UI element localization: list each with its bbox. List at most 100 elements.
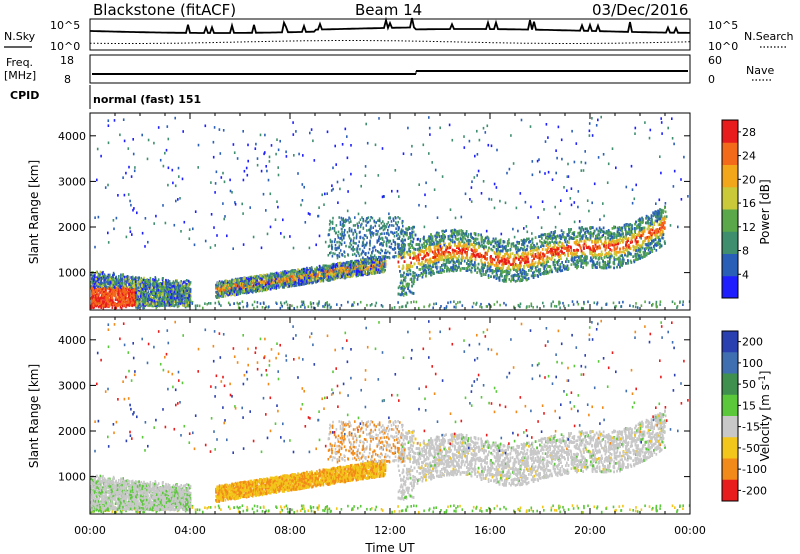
data-cell bbox=[136, 281, 139, 284]
data-cell bbox=[103, 287, 106, 291]
data-cell bbox=[138, 282, 140, 285]
data-cell bbox=[179, 297, 182, 300]
data-cell bbox=[102, 270, 104, 274]
data-cell bbox=[220, 283, 223, 287]
data-cell bbox=[293, 276, 296, 280]
data-cell bbox=[112, 293, 115, 297]
data-cell bbox=[134, 277, 137, 281]
data-cell bbox=[131, 279, 134, 282]
data-cell bbox=[135, 298, 138, 302]
data-cell bbox=[183, 286, 186, 290]
data-cell bbox=[120, 276, 122, 280]
data-cell bbox=[163, 292, 166, 295]
data-cell bbox=[134, 294, 136, 297]
data-cell bbox=[132, 277, 134, 281]
data-cell bbox=[310, 266, 313, 269]
data-cell bbox=[248, 287, 250, 290]
data-cell bbox=[189, 298, 192, 302]
data-cell bbox=[276, 271, 278, 275]
data-cell bbox=[314, 268, 317, 272]
data-cell bbox=[113, 285, 116, 289]
data-cell bbox=[152, 302, 154, 305]
data-cell bbox=[129, 286, 132, 289]
data-cell bbox=[102, 282, 104, 286]
data-cell bbox=[587, 300, 589, 304]
data-cell bbox=[543, 305, 545, 308]
data-cell bbox=[123, 304, 125, 307]
data-cell bbox=[184, 296, 186, 300]
data-cell bbox=[475, 303, 477, 306]
data-cell bbox=[92, 288, 94, 291]
data-cell bbox=[166, 293, 168, 296]
data-cell bbox=[178, 287, 180, 291]
data-cell bbox=[171, 304, 173, 307]
data-cell bbox=[101, 284, 103, 288]
data-cell bbox=[503, 301, 505, 305]
data-cell bbox=[131, 296, 134, 299]
data-cell bbox=[247, 282, 250, 286]
data-cell bbox=[284, 270, 286, 273]
data-cell bbox=[91, 292, 93, 296]
data-cell bbox=[160, 290, 163, 294]
data-cell bbox=[319, 280, 322, 283]
data-cell bbox=[144, 293, 147, 296]
data-cell bbox=[95, 293, 98, 296]
data-cell bbox=[181, 291, 183, 294]
data-cell bbox=[173, 300, 175, 303]
data-cell bbox=[165, 297, 168, 300]
data-cell bbox=[128, 285, 130, 288]
data-cell bbox=[109, 289, 111, 292]
data-cell bbox=[184, 304, 186, 307]
data-cell bbox=[340, 266, 342, 270]
noise-tick-low-right: 10^0 bbox=[708, 40, 738, 53]
data-cell bbox=[176, 280, 178, 283]
data-cell bbox=[371, 269, 374, 272]
data-cell bbox=[187, 279, 190, 283]
data-cell bbox=[125, 290, 127, 294]
data-cell bbox=[117, 301, 119, 305]
data-cell bbox=[150, 302, 153, 305]
data-cell bbox=[99, 302, 101, 305]
data-cell bbox=[268, 278, 270, 282]
data-cell bbox=[109, 277, 111, 281]
data-cell bbox=[131, 275, 134, 279]
data-cell bbox=[128, 279, 131, 283]
data-cell bbox=[406, 301, 409, 305]
data-cell bbox=[301, 270, 304, 274]
data-cell bbox=[98, 275, 101, 279]
data-cell bbox=[164, 289, 167, 292]
data-cell bbox=[519, 305, 521, 309]
data-cell bbox=[122, 294, 124, 297]
data-cell bbox=[144, 287, 147, 291]
data-cell bbox=[155, 287, 158, 290]
data-cell bbox=[117, 293, 120, 297]
data-cell bbox=[365, 272, 368, 276]
data-cell bbox=[301, 268, 303, 272]
data-cell bbox=[98, 298, 100, 301]
data-cell bbox=[280, 301, 282, 304]
data-cell bbox=[271, 286, 273, 290]
data-cell bbox=[124, 276, 127, 279]
data-cell bbox=[159, 293, 161, 297]
data-cell bbox=[104, 297, 106, 300]
data-cell bbox=[103, 290, 105, 294]
data-cell bbox=[167, 297, 169, 301]
data-cell bbox=[297, 278, 300, 282]
data-cell bbox=[241, 278, 243, 282]
data-cell bbox=[122, 277, 125, 280]
data-cell bbox=[129, 296, 132, 300]
data-cell bbox=[119, 300, 121, 304]
data-cell bbox=[104, 278, 106, 282]
data-cell bbox=[135, 306, 137, 309]
data-cell bbox=[176, 294, 179, 298]
data-cell bbox=[152, 289, 155, 292]
data-cell bbox=[635, 302, 637, 305]
data-cell bbox=[351, 270, 354, 274]
data-cell bbox=[250, 289, 253, 293]
data-cell bbox=[333, 278, 335, 281]
data-cell bbox=[132, 294, 134, 297]
data-cell bbox=[121, 298, 124, 301]
data-cell bbox=[120, 273, 122, 277]
data-cell bbox=[234, 279, 237, 282]
